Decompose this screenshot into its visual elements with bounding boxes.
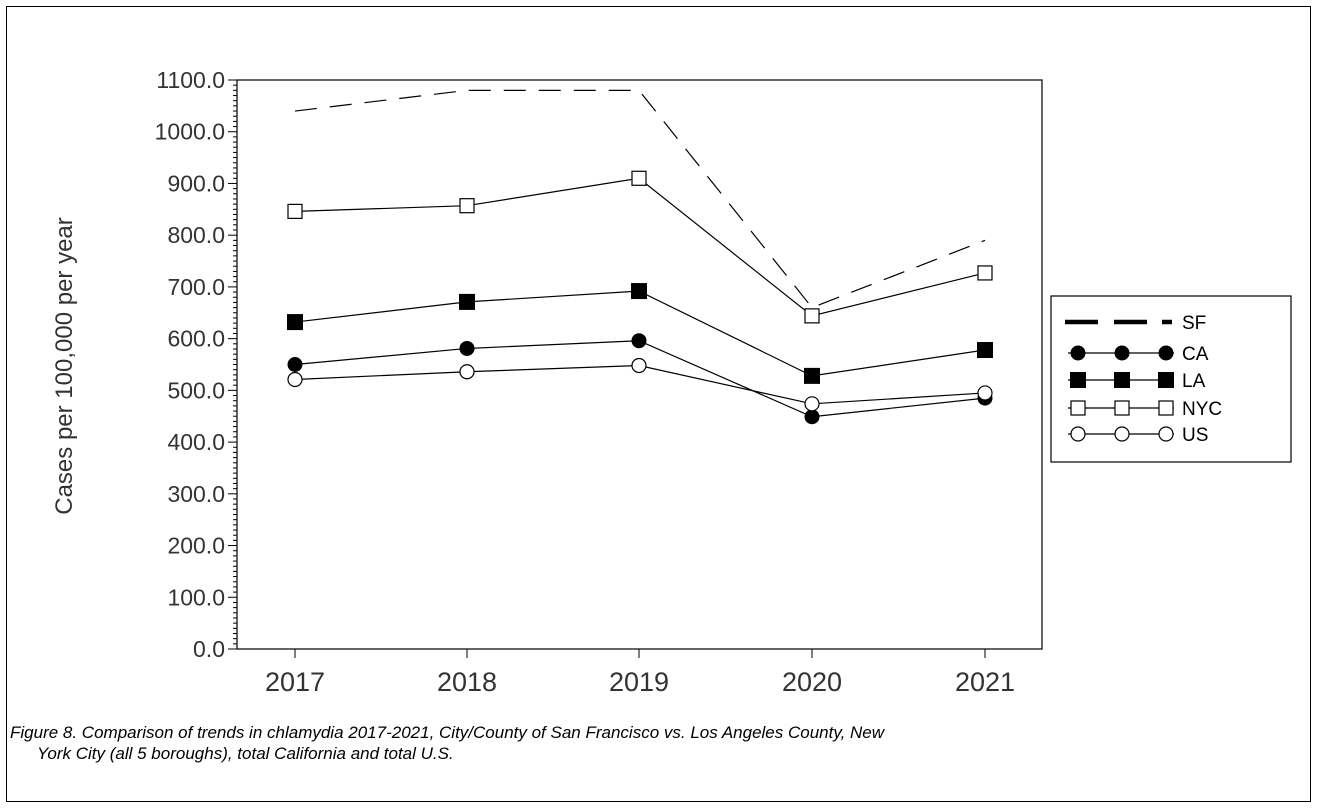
y-tick-label: 1000.0 bbox=[155, 119, 225, 145]
figure-caption: Figure 8. Comparison of trends in chlamy… bbox=[10, 722, 1300, 764]
y-tick-label: 300.0 bbox=[167, 481, 225, 507]
y-tick-label: 800.0 bbox=[167, 222, 225, 248]
series-point-nyc bbox=[459, 198, 475, 214]
x-tick-label: 2021 bbox=[955, 667, 1015, 697]
series-point-nyc bbox=[631, 170, 647, 186]
series-point-la bbox=[287, 314, 303, 331]
y-tick-label: 200.0 bbox=[167, 533, 225, 559]
x-tick-label: 2020 bbox=[782, 667, 842, 697]
series-point-us bbox=[977, 385, 993, 401]
y-tick-label: 0.0 bbox=[193, 636, 225, 662]
series-point-ca bbox=[631, 333, 647, 349]
series-point-ca bbox=[804, 409, 820, 425]
legend-label-us: US bbox=[1182, 425, 1208, 446]
series-point-nyc bbox=[804, 308, 820, 324]
legend-label-ca: CA bbox=[1182, 344, 1209, 365]
series-point-us bbox=[459, 364, 475, 380]
legend-label-la: LA bbox=[1182, 371, 1206, 392]
legend-label-nyc: NYC bbox=[1182, 399, 1222, 420]
series-point-us bbox=[287, 371, 303, 388]
legend-marker-nyc bbox=[1158, 400, 1174, 416]
legend-label-sf: SF bbox=[1182, 313, 1206, 334]
series-point-ca bbox=[287, 357, 303, 372]
legend-marker-la bbox=[1070, 372, 1086, 388]
series-point-us bbox=[631, 357, 647, 374]
legend-marker-nyc bbox=[1070, 400, 1086, 416]
legend-marker-ca bbox=[1114, 345, 1130, 361]
series-line-ca bbox=[294, 340, 986, 418]
y-tick-label: 700.0 bbox=[167, 274, 225, 300]
x-tick-label: 2017 bbox=[265, 667, 325, 697]
y-tick-label: 900.0 bbox=[167, 170, 225, 196]
legend-marker-ca bbox=[1070, 345, 1086, 361]
y-tick-label: 1100.0 bbox=[156, 67, 225, 93]
legend-marker-us bbox=[1158, 426, 1174, 442]
legend-marker-us bbox=[1114, 426, 1130, 442]
legend-marker-la bbox=[1158, 372, 1174, 388]
caption-line-2: York City (all 5 boroughs), total Califo… bbox=[37, 744, 454, 763]
y-tick-label: 100.0 bbox=[167, 584, 225, 610]
legend-marker-us bbox=[1070, 426, 1086, 442]
series-point-la bbox=[804, 367, 820, 384]
caption-line-1: Figure 8. Comparison of trends in chlamy… bbox=[10, 723, 885, 742]
series-point-nyc bbox=[287, 203, 303, 219]
series-line-sf bbox=[294, 89, 986, 309]
series-point-nyc bbox=[977, 265, 993, 281]
x-tick-label: 2019 bbox=[609, 667, 669, 697]
y-axis-label: Cases per 100,000 per year bbox=[51, 217, 78, 515]
legend-marker-nyc bbox=[1114, 400, 1130, 416]
legend-marker-la bbox=[1114, 372, 1130, 388]
series-point-us bbox=[804, 396, 820, 412]
series-point-la bbox=[631, 283, 647, 300]
series-point-la bbox=[459, 293, 475, 310]
series-point-ca bbox=[459, 340, 475, 356]
y-tick-label: 400.0 bbox=[167, 429, 225, 455]
y-tick-label: 600.0 bbox=[167, 326, 225, 352]
legend-marker-ca bbox=[1158, 345, 1174, 361]
y-tick-label: 500.0 bbox=[167, 377, 225, 403]
series-point-la bbox=[977, 342, 993, 359]
x-tick-label: 2018 bbox=[437, 667, 497, 697]
